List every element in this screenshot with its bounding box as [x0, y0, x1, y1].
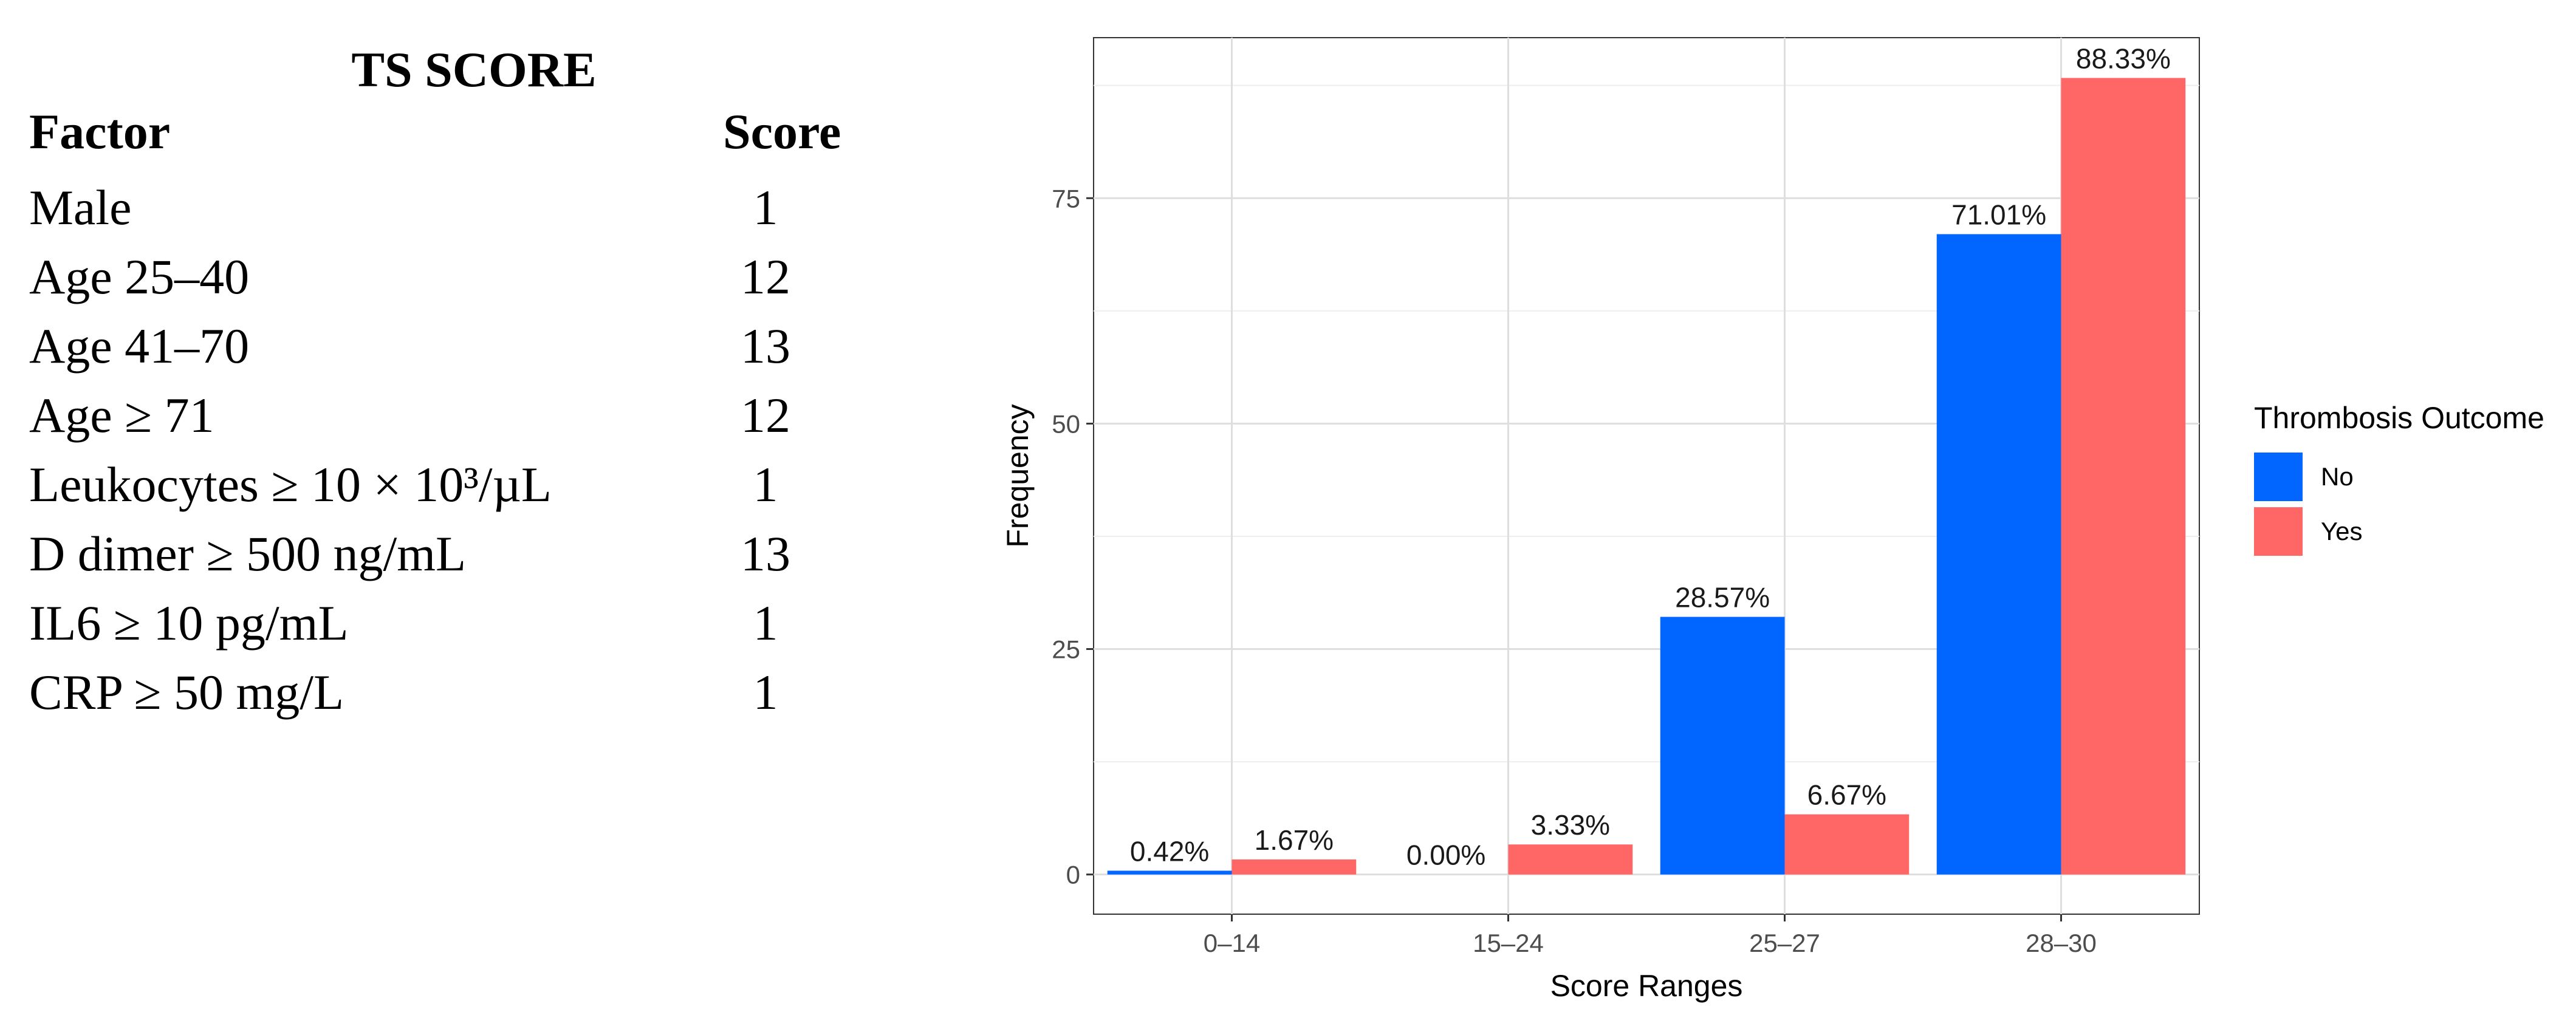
- x-tick-label: 25–27: [1749, 929, 1820, 957]
- legend-label: No: [2321, 462, 2354, 491]
- table-row: Age 41–70 13: [24, 312, 875, 381]
- table-row: Age 25–40 12: [24, 242, 875, 312]
- data-label: 0.00%: [1406, 839, 1485, 871]
- table-row: Leukocytes ≥ 10 × 10³/µL 1: [24, 450, 875, 519]
- data-label: 6.67%: [1807, 779, 1886, 811]
- factor-cell: Male: [29, 180, 132, 235]
- score-cell: 13: [741, 318, 790, 374]
- factor-cell: Age 41–70: [29, 318, 250, 374]
- score-cell: 12: [741, 249, 790, 304]
- factor-cell: Age ≥ 71: [29, 388, 214, 443]
- table-row: Male 1: [24, 173, 875, 242]
- data-label: 71.01%: [1951, 199, 2046, 230]
- x-tick-label: 28–30: [2026, 929, 2097, 957]
- table-row: Age ≥ 71 12: [24, 381, 875, 450]
- legend-swatch-yes: [2254, 507, 2303, 556]
- table-row: CRP ≥ 50 mg/L 1: [24, 658, 875, 727]
- y-axis-title: Frequency: [1001, 404, 1035, 547]
- bar-no: [1660, 617, 1785, 875]
- frequency-bar-chart: 0 25 50 75 0–14 15–24 25–27 28–30 0.42% 1.67% 0.00…: [972, 0, 2576, 1012]
- factor-cell: D dimer ≥ 500 ng/mL: [29, 526, 467, 581]
- x-tick-label: 15–24: [1473, 929, 1544, 957]
- y-tick-label: 25: [1052, 635, 1080, 664]
- bar-yes: [1508, 844, 1633, 875]
- x-tick-label: 0–14: [1204, 929, 1260, 957]
- y-tick-label: 0: [1066, 861, 1080, 889]
- y-tick-label: 75: [1052, 184, 1080, 213]
- factor-cell: Age 25–40: [29, 249, 250, 304]
- bar-yes: [1231, 859, 1357, 875]
- bar-yes: [2061, 78, 2186, 875]
- bar-no: [1107, 870, 1232, 875]
- score-cell: 1: [753, 180, 778, 235]
- table-row: D dimer ≥ 500 ng/mL 13: [24, 519, 875, 589]
- data-label: 1.67%: [1255, 824, 1334, 856]
- factor-cell: CRP ≥ 50 mg/L: [29, 665, 344, 720]
- score-header: Score: [723, 104, 841, 159]
- table-row: IL6 ≥ 10 pg/mL 1: [24, 589, 875, 658]
- data-label: 28.57%: [1675, 582, 1770, 613]
- bar-yes: [1784, 814, 1910, 875]
- score-cell: 1: [753, 665, 778, 720]
- score-cell: 1: [753, 457, 778, 512]
- chart-svg: 0 25 50 75 0–14 15–24 25–27 28–30 0.42% 1.67% 0.00…: [1001, 37, 2544, 1003]
- score-cell: 13: [741, 526, 790, 581]
- table-title: TS SCORE: [351, 42, 597, 97]
- legend-title: Thrombosis Outcome: [2254, 401, 2544, 435]
- x-axis-title: Score Ranges: [1550, 969, 1743, 1003]
- factor-cell: IL6 ≥ 10 pg/mL: [29, 595, 349, 651]
- y-tick-label: 50: [1052, 409, 1080, 438]
- data-label: 88.33%: [2076, 43, 2171, 74]
- score-cell: 12: [741, 388, 790, 443]
- factor-header: Factor: [29, 104, 171, 159]
- data-label: 3.33%: [1531, 809, 1610, 841]
- factor-cell: Leukocytes ≥ 10 × 10³/µL: [29, 457, 552, 512]
- score-cell: 1: [753, 595, 778, 651]
- bar-no: [1936, 234, 2061, 875]
- legend-swatch-no: [2254, 453, 2303, 501]
- data-label: 0.42%: [1130, 835, 1209, 867]
- legend-label: Yes: [2321, 517, 2363, 545]
